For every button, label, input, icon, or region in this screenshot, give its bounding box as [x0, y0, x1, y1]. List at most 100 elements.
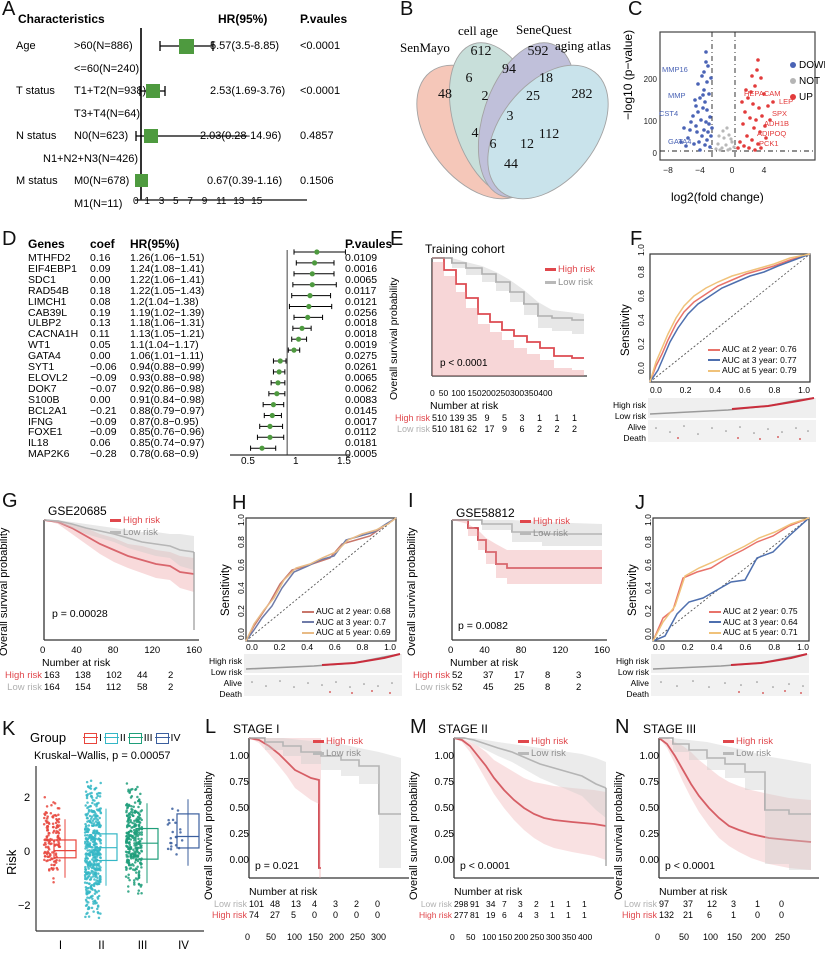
panel-k: K Group I II III IV Kruskal−Wallis, p = 0.0…	[0, 700, 215, 960]
panel-b-count-sm-ca-sq: 2	[482, 89, 489, 104]
panel-j-ytick-3: 0.6	[643, 559, 653, 571]
panel-c-legend-up: UP	[790, 92, 813, 103]
panel-m: M STAGE II Overall survival probability …	[408, 700, 620, 960]
panel-k-legend-item-III[interactable]: III	[127, 732, 153, 744]
panel-d-hr-7: 1.13(1.05−1.21)	[130, 328, 205, 341]
panel-d-hr-14: 0.88(0.79−0.97)	[130, 404, 205, 417]
panell-xtick-2: 100	[287, 932, 303, 942]
paneli-risk-value-1-0: 52	[452, 681, 463, 693]
panel-b-label-senmayo: SenMayo	[400, 40, 450, 55]
paneln-risk-value-0-2: 12	[707, 899, 718, 909]
panel-j-ytick-2: 0.4	[643, 582, 653, 594]
panel-e: E Training cohort Overall survival proba…	[388, 228, 595, 468]
panel-c-ylabel: −log10 (p−value)	[621, 29, 635, 120]
panel-a-row-marker-0	[159, 39, 214, 54]
panel-k-legend-label-IV: IV	[170, 732, 181, 744]
legend-dot-not-icon	[790, 78, 796, 84]
panel-f-ytick-0: 0.0	[636, 362, 646, 374]
panel-d-coef-12: −0.07	[90, 382, 117, 395]
panel-f-ytick-4: 0.8	[636, 266, 646, 278]
panel-c-gene-gata4: GATA4	[668, 137, 691, 146]
panell-risk-label-0: Low risk	[213, 899, 247, 909]
panell-risk-value-0-0: 101	[249, 899, 265, 909]
panel-d-gene-8: WT1	[28, 339, 51, 352]
panel-i-legend-high-risk: High risk	[520, 516, 570, 527]
panel-a-tick-5: 9	[201, 196, 208, 207]
panelm-risk-value-1-6: 1	[550, 909, 555, 920]
panel-d-forest-row-12	[270, 380, 286, 386]
paneln-xtick-1: 50	[679, 932, 690, 942]
panell-xtick-3: 150	[308, 932, 324, 942]
panel-b-count-all-four: 3	[507, 109, 514, 124]
panel-d-forest-row-18	[250, 445, 277, 451]
panel-h: H Sensitivity 0.0 0.2 0.4 0.6 0.8 1.0 0.…	[194, 468, 411, 700]
panel-k-legend-item-IV[interactable]: IV	[154, 732, 181, 744]
panele-risk-value-0-3: 9	[484, 413, 490, 423]
panel-d-header-hr: HR(95%)	[130, 237, 180, 251]
panelm-risk-label-0: Low risk	[420, 899, 452, 909]
panel-m-title: STAGE II	[438, 722, 488, 736]
panel-a-level-1-1: T1+T2(N=938)	[74, 85, 147, 97]
panel-d-gene-15: IFNG	[28, 415, 54, 428]
paneli-risk-value-0-4: 3	[576, 670, 582, 681]
panel-k-boxplot	[35, 766, 204, 932]
panel-a-hr-0: 5.57(3.5-8.85)	[210, 40, 280, 52]
panel-h-ytick-5: 1.0	[236, 514, 246, 526]
panel-d-tick-1: 1	[293, 456, 299, 467]
panel-b-count-sq-aa: 18	[539, 71, 553, 86]
panele-risk-value-1-8: 2	[572, 424, 578, 434]
panel-d-header-pvalue: P.vaules	[345, 237, 393, 251]
panelm-risk-value-1-2: 19	[486, 909, 496, 920]
auc-line-2year-icon	[302, 610, 314, 613]
panel-c-gene-adipoq: ADIPOQ	[757, 129, 786, 138]
panell-risk-value-1-5: 0	[354, 910, 360, 920]
panel-i-title: GSE58812	[456, 506, 515, 520]
panele-risk-value-0-4: 5	[502, 413, 508, 423]
panel-f-ytick-3: 0.6	[636, 290, 646, 302]
panel-n-km-plot	[658, 737, 819, 879]
panelg-risk-value-1-1: 154	[75, 681, 91, 693]
panel-d-gene-3: RAD54B	[28, 284, 69, 297]
panel-d-coef-2: 0.00	[90, 273, 111, 286]
panell-risk-value-1-4: 0	[333, 910, 339, 920]
panel-c-ytick-2: 200	[644, 75, 658, 84]
panel-e-title: Training cohort	[425, 242, 505, 256]
panelg-risk-value-0-1: 138	[75, 670, 91, 681]
panel-e-xticks: 0 50 100 150200250300350400	[430, 388, 553, 398]
panel-c-gene-lep: LEP	[779, 97, 793, 106]
panel-k-legend-label-III: III	[143, 732, 153, 744]
panelm-risk-value-1-1: 81	[470, 909, 480, 920]
panel-h-auc-3year: AUC at 3 year: 0.7	[302, 617, 391, 628]
panel-h-ylabel: Sensitivity	[220, 564, 232, 616]
panel-j-strip-low-risk: Low risk	[617, 667, 649, 677]
panel-h-strip-low-risk: Low risk	[210, 667, 242, 677]
panelg-risk-value-1-3: 58	[137, 681, 148, 693]
panele-risk-value-1-1: 181	[449, 424, 465, 434]
panel-k-legend-item-II[interactable]: II	[103, 732, 126, 744]
legend-line-low-risk-icon	[520, 531, 531, 535]
paneln-xtick-0: 0	[655, 932, 661, 942]
panel-d-pvalue-18: 0.0005	[345, 448, 378, 461]
panel-b-count-cellage-only: 612	[471, 44, 492, 59]
auc-line-5year-icon	[709, 631, 721, 634]
panel-a-row-marker-1	[139, 84, 166, 98]
panele-risk-value-0-6: 1	[537, 413, 543, 423]
panel-a-p-2: 0.4857	[300, 130, 334, 142]
panel-n-legend-low-risk: Low risk	[723, 748, 771, 759]
panel-f-ytick-1: 0.2	[636, 338, 646, 350]
panel-n-ylabel: Overall survival probability	[613, 771, 625, 900]
panel-i-legend-low-risk: Low risk	[520, 528, 568, 539]
panel-h-roc-plot	[245, 517, 397, 642]
panelm-risk-value-1-7: 1	[566, 909, 571, 920]
panel-k-legend-item-I[interactable]: I	[83, 732, 102, 744]
panel-h-strip-labels: High risk Low risk Alive Death	[194, 656, 242, 700]
panelm-risk-value-0-2: 34	[486, 899, 496, 909]
panell-risk-value-1-0: 74	[249, 910, 260, 920]
panel-f-strip-low-risk: Low risk	[614, 411, 646, 421]
panel-d-coef-9: 0.00	[90, 350, 111, 363]
panel-k-group-legend: I II III IV	[83, 732, 183, 744]
panel-g-legend-high-risk: High risk	[110, 515, 160, 526]
panel-l-risk-title: Number at risk	[249, 886, 318, 898]
panel-j-ytick-5: 1.0	[643, 514, 653, 526]
panel-f: F Sensitivity 0.0 0.2 0.4 0.6 0.8 1.0 0.…	[598, 228, 825, 468]
